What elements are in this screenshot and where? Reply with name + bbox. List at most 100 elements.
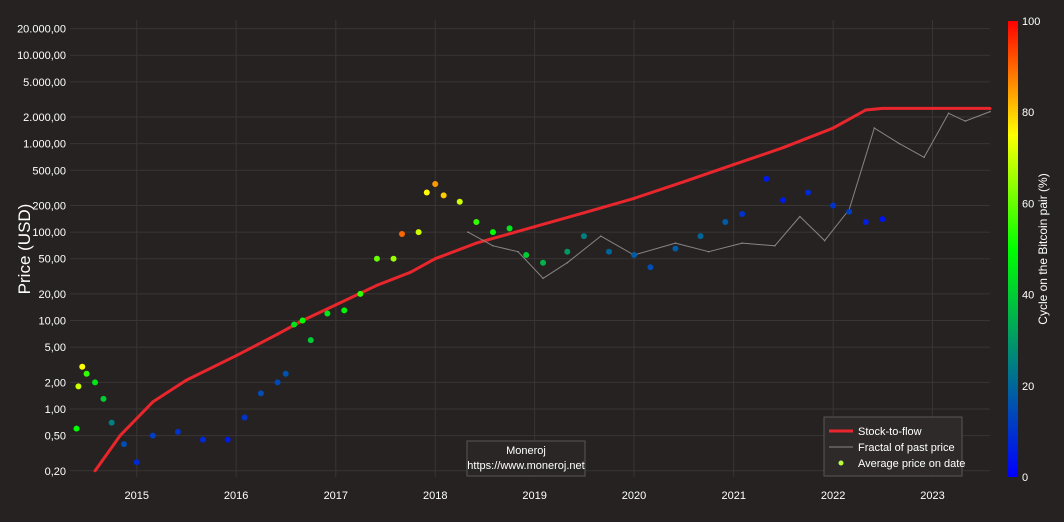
data-point-stock-to-flow [118, 434, 122, 438]
data-point-fractal-of-past-price [823, 239, 826, 242]
data-point-average-price-on-date [456, 198, 463, 205]
data-point-fractal-of-past-price [741, 242, 743, 244]
data-point-fractal-of-past-price [774, 244, 776, 247]
colorbar-tick-label: 40 [1022, 290, 1034, 302]
y-tick-label: 2.000,00 [23, 112, 66, 124]
data-point-average-price-on-date [605, 248, 612, 255]
y-tick-label: 1.000,00 [23, 139, 66, 151]
data-point-fractal-of-past-price [517, 250, 519, 253]
data-point-stock-to-flow [433, 257, 437, 261]
x-tick-label: 2021 [721, 490, 745, 502]
data-point-fractal-of-past-price [873, 127, 876, 129]
data-point-average-price-on-date [324, 310, 331, 317]
x-tick-label: 2022 [821, 490, 845, 502]
plot-area [73, 106, 992, 473]
x-tick-label: 2023 [920, 490, 944, 502]
y-tick-label: 50,00 [38, 254, 66, 266]
data-point-average-price-on-date [432, 180, 439, 187]
data-point-average-price-on-date [540, 259, 547, 266]
legend-label-fractal: Fractal of past price [858, 442, 955, 454]
x-tick-label: 2020 [622, 490, 646, 502]
y-axis-ticks: 0,20 0,50 1,00 2,00 5,00 10,00 20,00 50,00 100,0… [17, 24, 66, 478]
data-point-average-price-on-date [739, 211, 746, 218]
data-point-average-price-on-date [390, 255, 397, 262]
data-point-average-price-on-date [672, 245, 679, 252]
data-point-average-price-on-date [241, 414, 248, 421]
data-point-fractal-of-past-price [964, 120, 967, 122]
colorbar-scale [1008, 21, 1018, 477]
data-point-stock-to-flow [151, 400, 155, 404]
data-point-average-price-on-date [846, 208, 853, 215]
data-point-stock-to-flow [831, 126, 835, 130]
legend-swatch-average-price [838, 460, 844, 466]
legend-label-stock-to-flow: Stock-to-flow [858, 426, 922, 438]
data-point-average-price-on-date [647, 264, 654, 271]
data-point-average-price-on-date [398, 231, 405, 238]
data-point-average-price-on-date [341, 307, 348, 314]
y-axis-title: Price (USD) [15, 204, 34, 295]
y-tick-label: 20,00 [38, 289, 66, 301]
y-tick-label: 0,50 [45, 431, 66, 443]
series-line-fractal-of-past-price [467, 111, 991, 279]
data-point-average-price-on-date [373, 255, 380, 262]
data-point-average-price-on-date [879, 216, 886, 223]
data-point-average-price-on-date [291, 321, 298, 328]
y-tick-label: 0,20 [45, 466, 66, 478]
data-point-stock-to-flow [864, 108, 868, 112]
colorbar-tick-label: 60 [1022, 198, 1034, 210]
y-tick-label: 10.000,00 [17, 50, 66, 62]
colorbar-ticks: 0 20 40 60 80 100 [1022, 16, 1040, 484]
colorbar-tick-label: 100 [1022, 16, 1040, 28]
y-tick-label: 20.000,00 [17, 24, 66, 36]
data-point-average-price-on-date [722, 218, 729, 225]
y-tick-label: 100,00 [32, 227, 66, 239]
data-point-fractal-of-past-price [467, 231, 469, 233]
data-point-average-price-on-date [73, 425, 80, 432]
data-point-average-price-on-date [224, 436, 231, 443]
data-point-fractal-of-past-price [542, 277, 544, 280]
data-point-average-price-on-date [473, 218, 480, 225]
data-point-average-price-on-date [149, 432, 156, 439]
gridlines [70, 20, 990, 477]
data-point-stock-to-flow [582, 211, 586, 215]
y-tick-label: 5,00 [45, 342, 66, 354]
y-tick-label: 200,00 [32, 200, 66, 212]
data-point-average-price-on-date [120, 441, 127, 448]
data-point-stock-to-flow [474, 241, 478, 245]
data-point-stock-to-flow [93, 469, 97, 473]
data-point-average-price-on-date [79, 363, 86, 370]
data-point-average-price-on-date [489, 229, 496, 236]
data-point-stock-to-flow [732, 163, 736, 167]
legend: Stock-to-flow Fractal of past price Aver… [823, 416, 965, 477]
data-point-average-price-on-date [506, 225, 513, 232]
data-point-average-price-on-date [830, 202, 837, 209]
data-point-stock-to-flow [408, 270, 412, 274]
data-point-average-price-on-date [133, 459, 140, 466]
colorbar-tick-label: 80 [1022, 107, 1034, 119]
data-point-stock-to-flow [533, 225, 537, 229]
data-point-fractal-of-past-price [566, 261, 569, 264]
x-tick-label: 2015 [124, 490, 148, 502]
data-point-fractal-of-past-price [492, 244, 494, 247]
data-point-average-price-on-date [92, 379, 99, 386]
data-point-fractal-of-past-price [707, 250, 710, 253]
x-tick-label: 2018 [423, 490, 447, 502]
data-point-average-price-on-date [108, 419, 115, 426]
x-tick-label: 2016 [224, 490, 248, 502]
data-point-average-price-on-date [763, 175, 770, 182]
data-point-stock-to-flow [682, 180, 686, 184]
data-point-average-price-on-date [274, 379, 281, 386]
data-point-stock-to-flow [931, 106, 935, 110]
data-point-fractal-of-past-price [989, 110, 991, 113]
data-point-average-price-on-date [697, 233, 704, 240]
data-point-stock-to-flow [632, 196, 636, 200]
data-point-average-price-on-date [415, 229, 422, 236]
data-point-fractal-of-past-price [674, 242, 677, 244]
data-point-average-price-on-date [805, 189, 812, 196]
y-tick-label: 2,00 [45, 377, 66, 389]
data-point-average-price-on-date [862, 218, 869, 225]
colorbar: 0 20 40 60 80 100 Cycle on the Bitcoin pair (… [1008, 16, 1050, 484]
data-point-fractal-of-past-price [898, 142, 901, 145]
source-annotation: Moneroj https://www.moneroj.net [466, 440, 586, 477]
